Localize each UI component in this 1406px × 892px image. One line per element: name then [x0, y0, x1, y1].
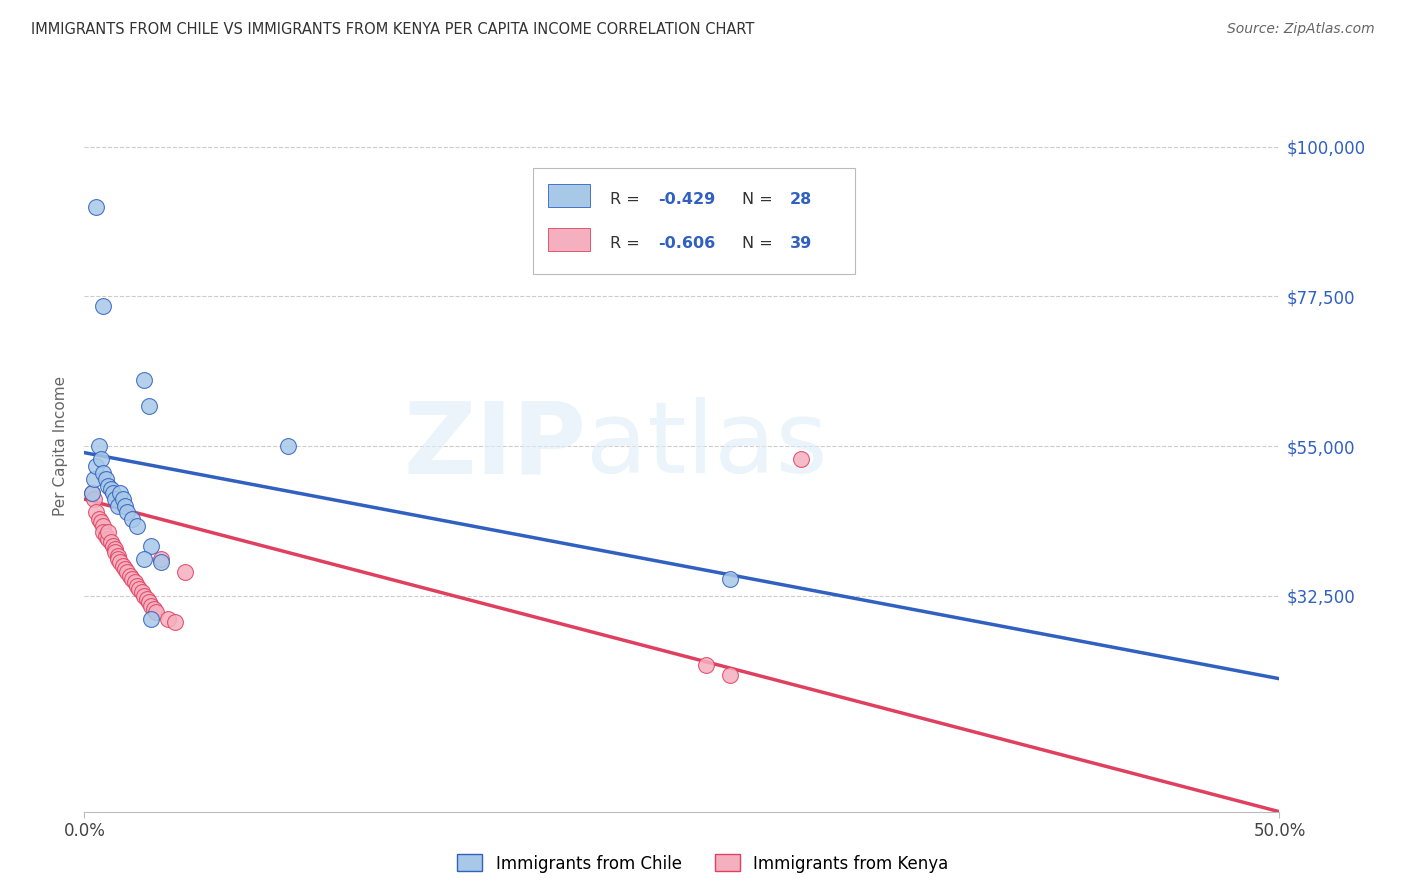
- Point: [80, 485, 103, 500]
- Point: [141, 612, 163, 626]
- Point: [104, 545, 127, 559]
- Point: [790, 452, 813, 467]
- Point: [93, 299, 115, 313]
- Point: [83, 472, 105, 486]
- Text: IMMIGRANTS FROM CHILE VS IMMIGRANTS FROM KENYA PER CAPITA INCOME CORRELATION CHA: IMMIGRANTS FROM CHILE VS IMMIGRANTS FROM…: [31, 22, 754, 37]
- Point: [90, 516, 112, 530]
- Point: [86, 200, 108, 214]
- Point: [117, 506, 139, 520]
- Point: [93, 525, 115, 540]
- Point: [132, 552, 156, 566]
- Point: [100, 482, 122, 496]
- Text: Source: ZipAtlas.com: Source: ZipAtlas.com: [1227, 22, 1375, 37]
- Text: ZIP: ZIP: [404, 398, 586, 494]
- Point: [132, 589, 156, 603]
- Text: N =: N =: [742, 192, 778, 207]
- FancyBboxPatch shape: [533, 168, 855, 274]
- Point: [149, 552, 172, 566]
- Point: [165, 615, 187, 630]
- Point: [80, 485, 103, 500]
- Point: [90, 452, 112, 467]
- Point: [100, 535, 122, 549]
- Point: [125, 518, 148, 533]
- Point: [101, 539, 124, 553]
- Point: [118, 568, 141, 582]
- Point: [141, 539, 163, 553]
- Point: [86, 506, 108, 520]
- Point: [124, 575, 146, 590]
- Text: R =: R =: [610, 235, 645, 251]
- FancyBboxPatch shape: [548, 227, 589, 252]
- Point: [114, 499, 136, 513]
- Point: [138, 399, 160, 413]
- Point: [110, 555, 132, 569]
- Point: [97, 532, 120, 546]
- Point: [87, 512, 110, 526]
- Point: [145, 605, 167, 619]
- Point: [718, 668, 741, 682]
- Point: [138, 595, 160, 609]
- Point: [83, 492, 105, 507]
- Text: N =: N =: [742, 235, 778, 251]
- Y-axis label: Per Capita Income: Per Capita Income: [53, 376, 69, 516]
- Point: [101, 485, 124, 500]
- Point: [110, 485, 132, 500]
- Point: [131, 585, 153, 599]
- Point: [121, 572, 143, 586]
- Point: [135, 591, 157, 606]
- Point: [125, 579, 148, 593]
- Point: [94, 472, 117, 486]
- Point: [107, 549, 129, 563]
- Point: [277, 439, 299, 453]
- Point: [111, 558, 134, 573]
- Point: [117, 566, 139, 580]
- Text: R =: R =: [610, 192, 645, 207]
- Point: [104, 542, 127, 557]
- Point: [104, 492, 127, 507]
- Point: [142, 602, 165, 616]
- Text: atlas: atlas: [586, 398, 828, 494]
- Point: [87, 439, 110, 453]
- FancyBboxPatch shape: [548, 184, 589, 208]
- Text: 39: 39: [790, 235, 811, 251]
- Point: [93, 466, 115, 480]
- Text: 28: 28: [790, 192, 811, 207]
- Point: [141, 599, 163, 613]
- Point: [86, 458, 108, 473]
- Point: [94, 529, 117, 543]
- Point: [111, 492, 134, 507]
- Point: [97, 479, 120, 493]
- Point: [114, 562, 136, 576]
- Point: [173, 566, 195, 580]
- Point: [97, 525, 120, 540]
- Legend: Immigrants from Chile, Immigrants from Kenya: Immigrants from Chile, Immigrants from K…: [451, 847, 955, 880]
- Point: [121, 512, 143, 526]
- Point: [149, 555, 172, 569]
- Point: [107, 499, 129, 513]
- Text: -0.429: -0.429: [658, 192, 716, 207]
- Point: [718, 572, 741, 586]
- Point: [107, 552, 129, 566]
- Point: [132, 372, 156, 386]
- Point: [93, 518, 115, 533]
- Point: [128, 582, 150, 596]
- Text: -0.606: -0.606: [658, 235, 716, 251]
- Point: [695, 658, 717, 673]
- Point: [157, 612, 180, 626]
